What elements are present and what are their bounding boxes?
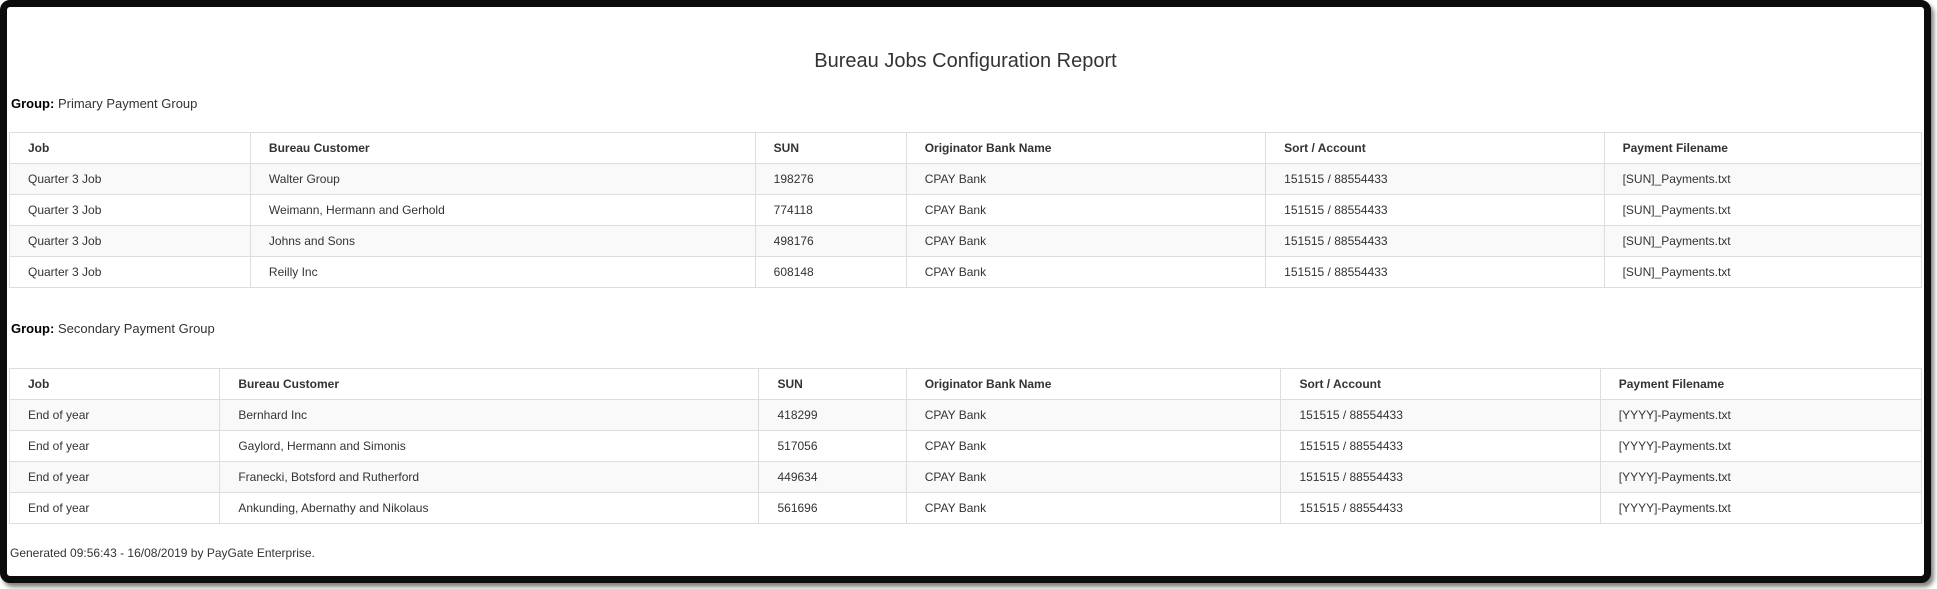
cell-sun: 774118	[754, 194, 907, 226]
cell-originator-bank-name: CPAY Bank	[905, 256, 1267, 288]
cell-job: End of year	[8, 430, 221, 462]
group-heading-secondary: Group: Secondary Payment Group	[9, 321, 1922, 336]
table-row: Quarter 3 Job Johns and Sons 498176 CPAY…	[9, 225, 1923, 257]
table-row: Quarter 3 Job Weimann, Hermann and Gerho…	[9, 194, 1923, 226]
column-header-originator-bank-name: Originator Bank Name	[905, 132, 1267, 164]
cell-job: Quarter 3 Job	[9, 163, 251, 195]
table-row: End of year Bernhard Inc 418299 CPAY Ban…	[8, 399, 1923, 431]
cell-job: End of year	[8, 399, 221, 431]
cell-job: End of year	[8, 461, 221, 493]
cell-job: Quarter 3 Job	[9, 225, 251, 257]
cell-sun: 449634	[758, 461, 907, 493]
primary-group-table: Job Bureau Customer SUN Originator Bank …	[9, 132, 1923, 288]
cell-originator-bank-name: CPAY Bank	[905, 225, 1267, 257]
column-header-payment-filename: Payment Filename	[1599, 368, 1923, 400]
page-title: Bureau Jobs Configuration Report	[814, 50, 1117, 72]
column-header-sun: SUN	[758, 368, 907, 400]
cell-payment-filename: [SUN]_Payments.txt	[1603, 225, 1923, 257]
cell-sort-account: 151515 / 88554433	[1265, 163, 1605, 195]
cell-sort-account: 151515 / 88554433	[1265, 225, 1605, 257]
cell-bureau-customer: Franecki, Botsford and Rutherford	[219, 461, 760, 493]
column-header-sort-account: Sort / Account	[1280, 368, 1601, 400]
cell-bureau-customer: Gaylord, Hermann and Simonis	[219, 430, 760, 462]
cell-job: End of year	[8, 492, 221, 524]
column-header-job: Job	[8, 368, 221, 400]
cell-sort-account: 151515 / 88554433	[1265, 194, 1605, 226]
cell-payment-filename: [YYYY]-Payments.txt	[1599, 461, 1923, 493]
group-name: Secondary Payment Group	[57, 321, 215, 336]
column-header-originator-bank-name: Originator Bank Name	[905, 368, 1282, 400]
group-name: Primary Payment Group	[57, 96, 198, 111]
cell-sort-account: 151515 / 88554433	[1265, 256, 1605, 288]
cell-originator-bank-name: CPAY Bank	[905, 430, 1282, 462]
cell-payment-filename: [SUN]_Payments.txt	[1603, 194, 1923, 226]
report-page: Bureau Jobs Configuration Report Group: …	[7, 50, 1924, 576]
cell-job: Quarter 3 Job	[9, 194, 251, 226]
secondary-group-table: Job Bureau Customer SUN Originator Bank …	[8, 368, 1923, 524]
cell-bureau-customer: Weimann, Hermann and Gerhold	[249, 194, 756, 226]
cell-bureau-customer: Walter Group	[249, 163, 756, 195]
cell-originator-bank-name: CPAY Bank	[905, 194, 1267, 226]
cell-sun: 608148	[754, 256, 907, 288]
column-header-bureau-customer: Bureau Customer	[249, 132, 756, 164]
group-label: Group:	[11, 96, 55, 111]
cell-bureau-customer: Johns and Sons	[249, 225, 756, 257]
cell-sun: 418299	[758, 399, 907, 431]
column-header-payment-filename: Payment Filename	[1603, 132, 1923, 164]
column-header-job: Job	[9, 132, 251, 164]
cell-payment-filename: [YYYY]-Payments.txt	[1599, 492, 1923, 524]
generated-timestamp: Generated 09:56:43 - 16/08/2019 by PayGa…	[10, 546, 315, 560]
table-row: End of year Franecki, Botsford and Ruthe…	[8, 461, 1923, 493]
cell-bureau-customer: Bernhard Inc	[219, 399, 760, 431]
cell-originator-bank-name: CPAY Bank	[905, 399, 1282, 431]
cell-sun: 198276	[754, 163, 907, 195]
cell-sort-account: 151515 / 88554433	[1280, 492, 1601, 524]
column-header-sort-account: Sort / Account	[1265, 132, 1605, 164]
table-header-row: Job Bureau Customer SUN Originator Bank …	[9, 132, 1923, 164]
table-row: End of year Gaylord, Hermann and Simonis…	[8, 430, 1923, 462]
group-heading-primary: Group: Primary Payment Group	[9, 96, 1922, 111]
cell-payment-filename: [YYYY]-Payments.txt	[1599, 430, 1923, 462]
cell-payment-filename: [SUN]_Payments.txt	[1603, 163, 1923, 195]
cell-originator-bank-name: CPAY Bank	[905, 492, 1282, 524]
cell-sort-account: 151515 / 88554433	[1280, 430, 1601, 462]
cell-payment-filename: [YYYY]-Payments.txt	[1599, 399, 1923, 431]
cell-sun: 561696	[758, 492, 907, 524]
cell-sort-account: 151515 / 88554433	[1280, 399, 1601, 431]
cell-sun: 517056	[758, 430, 907, 462]
cell-sun: 498176	[754, 225, 907, 257]
cell-originator-bank-name: CPAY Bank	[905, 461, 1282, 493]
column-header-sun: SUN	[754, 132, 907, 164]
cell-originator-bank-name: CPAY Bank	[905, 163, 1267, 195]
cell-sort-account: 151515 / 88554433	[1280, 461, 1601, 493]
group-label: Group:	[11, 321, 55, 336]
cell-job: Quarter 3 Job	[9, 256, 251, 288]
cell-bureau-customer: Reilly Inc	[249, 256, 756, 288]
column-header-bureau-customer: Bureau Customer	[219, 368, 760, 400]
cell-payment-filename: [SUN]_Payments.txt	[1603, 256, 1923, 288]
table-row: Quarter 3 Job Walter Group 198276 CPAY B…	[9, 163, 1923, 195]
table-header-row: Job Bureau Customer SUN Originator Bank …	[8, 368, 1923, 400]
table-row: Quarter 3 Job Reilly Inc 608148 CPAY Ban…	[9, 256, 1923, 288]
cell-bureau-customer: Ankunding, Abernathy and Nikolaus	[219, 492, 760, 524]
table-row: End of year Ankunding, Abernathy and Nik…	[8, 492, 1923, 524]
